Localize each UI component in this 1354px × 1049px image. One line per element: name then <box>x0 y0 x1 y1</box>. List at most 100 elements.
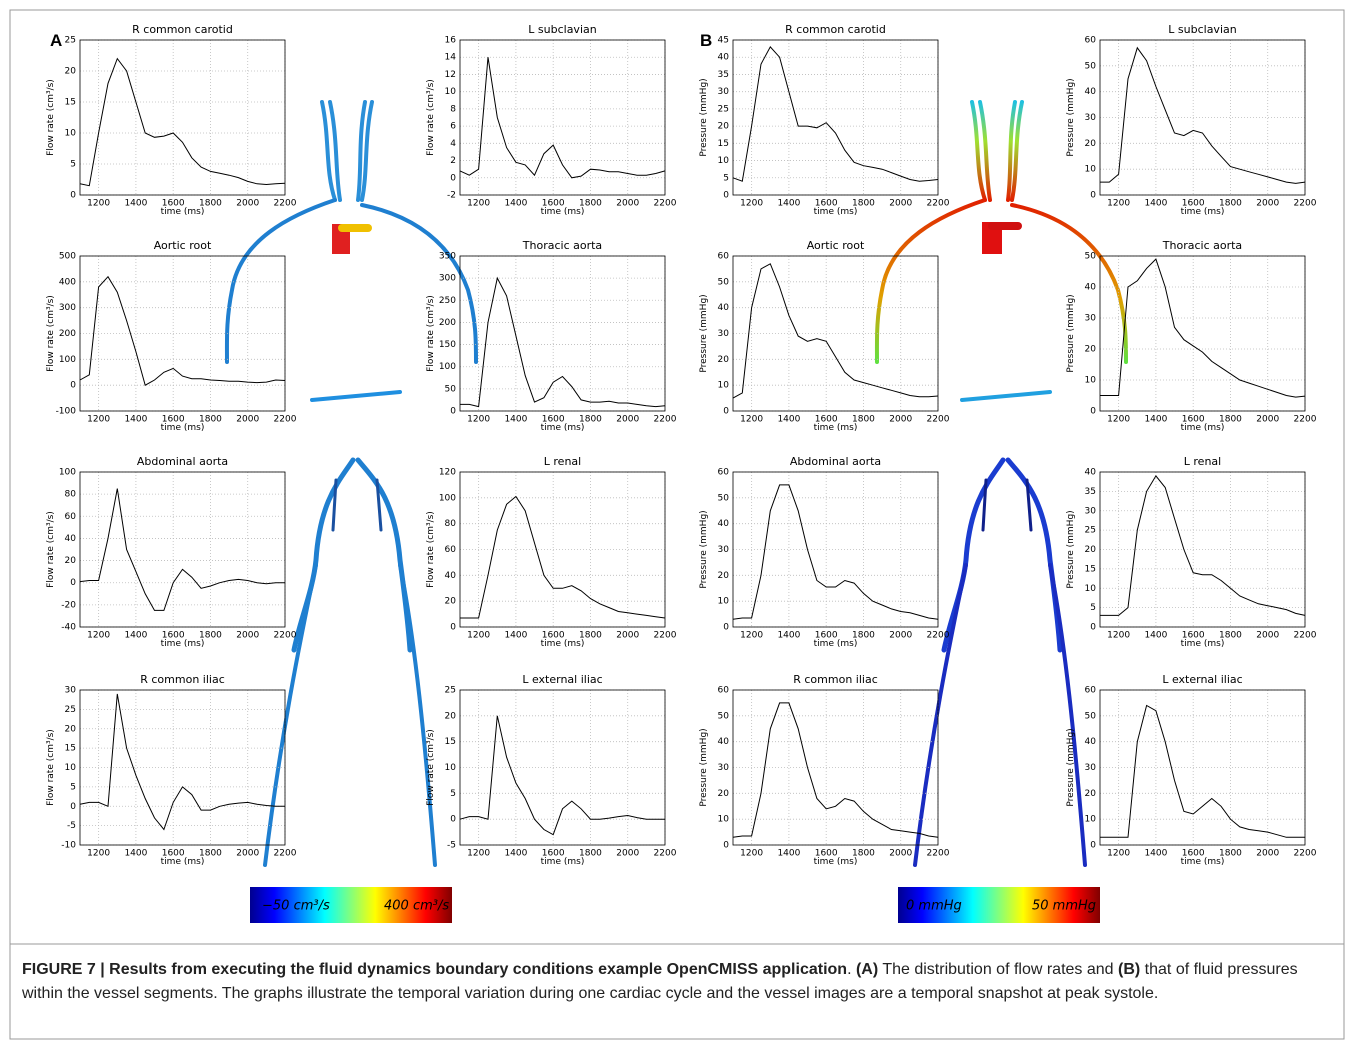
y-tick-label: 0 <box>70 578 76 588</box>
y-tick-label: 30 <box>718 763 730 773</box>
y-axis-label: Flow rate (cm³/s) <box>46 511 56 588</box>
x-tick-label: 2200 <box>274 849 297 859</box>
x-tick-label: 1800 <box>1219 631 1242 641</box>
x-axis-label: time (ms) <box>1181 857 1225 867</box>
x-tick-label: 2200 <box>654 631 677 641</box>
y-tick-label: 100 <box>59 355 76 365</box>
y-tick-label: 20 <box>718 122 730 132</box>
y-tick-label: 20 <box>1085 545 1097 555</box>
x-tick-label: 1200 <box>87 199 110 209</box>
chart: -40 -20 0 20 40 60 80 100 1200 1400 1600 1800 2000 22… <box>46 455 297 649</box>
y-tick-label: 0 <box>1090 191 1096 201</box>
caption-text: that of fluid pressures within the vesse… <box>22 961 1298 1002</box>
data-line <box>79 57 286 187</box>
x-tick-label: 2200 <box>274 415 297 425</box>
x-tick-label: 1800 <box>199 849 222 859</box>
y-tick-label: 10 <box>445 87 457 97</box>
y-tick-label: 250 <box>439 296 456 306</box>
y-tick-label: 25 <box>445 686 456 696</box>
x-tick-label: 2000 <box>236 415 259 425</box>
y-tick-label: -40 <box>61 623 76 633</box>
caption: FIGURE 7 | Results from executing the fl… <box>22 958 1332 1006</box>
y-tick-label: -5 <box>447 841 456 851</box>
y-axis-label: Flow rate (cm³/s) <box>46 295 56 372</box>
y-tick-label: 10 <box>1085 815 1097 825</box>
x-tick-label: 1800 <box>852 849 875 859</box>
y-axis-label: Pressure (mmHg) <box>699 728 709 806</box>
y-tick-label: 5 <box>1090 603 1096 613</box>
data-line <box>460 495 666 619</box>
y-tick-label: 60 <box>445 545 457 555</box>
x-tick-label: 1200 <box>87 849 110 859</box>
y-tick-label: 0 <box>450 815 456 825</box>
x-tick-label: 1400 <box>124 415 147 425</box>
y-tick-label: 20 <box>445 597 457 607</box>
y-tick-label: -10 <box>61 841 76 851</box>
chart-title: R common iliac <box>793 673 878 686</box>
y-tick-label: 5 <box>70 782 76 792</box>
y-tick-label: 50 <box>1085 252 1097 262</box>
x-tick-label: 1800 <box>1219 849 1242 859</box>
x-axis-label: time (ms) <box>1181 639 1225 649</box>
chart-title: R common carotid <box>785 23 886 36</box>
y-tick-label: 30 <box>718 545 730 555</box>
panel-label: B <box>700 31 712 50</box>
x-axis-label: time (ms) <box>814 639 858 649</box>
y-tick-label: 20 <box>1085 789 1097 799</box>
chart-title: L renal <box>544 455 581 468</box>
y-tick-label: 25 <box>1085 526 1096 536</box>
chart: 0 10 20 30 40 50 60 1200 1400 1600 1800 2000 2200 Abd… <box>699 455 950 649</box>
x-tick-label: 1200 <box>87 631 110 641</box>
x-axis-label: time (ms) <box>161 207 205 217</box>
y-tick-label: 15 <box>718 139 729 149</box>
y-tick-label: 0 <box>70 191 76 201</box>
x-tick-label: 1600 <box>542 631 565 641</box>
x-tick-label: 1800 <box>852 199 875 209</box>
y-tick-label: 400 <box>59 277 76 287</box>
x-tick-label: 1200 <box>740 849 763 859</box>
x-axis-label: time (ms) <box>541 423 585 433</box>
chart: 0 10 20 30 40 50 60 1200 1400 1600 1800 2000 2200 Aor… <box>699 239 950 433</box>
y-tick-label: 50 <box>1085 61 1097 71</box>
x-tick-label: 2000 <box>889 199 912 209</box>
x-tick-label: 2200 <box>927 631 950 641</box>
y-tick-label: 300 <box>59 303 76 313</box>
y-tick-label: 30 <box>1085 506 1097 516</box>
data-line <box>459 57 666 179</box>
y-tick-label: 30 <box>1085 763 1097 773</box>
chart-title: Abdominal aorta <box>137 455 228 468</box>
plot-frame <box>1099 39 1306 196</box>
x-tick-label: 1400 <box>1144 199 1167 209</box>
x-tick-label: 1400 <box>777 849 800 859</box>
y-tick-label: 80 <box>65 490 77 500</box>
y-tick-label: 40 <box>445 571 457 581</box>
colorbar-max-label: 50 mmHg <box>1032 899 1096 914</box>
x-tick-label: 2200 <box>927 849 950 859</box>
y-tick-label: 30 <box>718 329 730 339</box>
plot-frame <box>732 39 939 196</box>
y-tick-label: 0 <box>723 191 729 201</box>
caption-panel-ref: (B) <box>1118 961 1141 978</box>
vessel-tree-b <box>874 100 1128 867</box>
y-tick-label: 80 <box>445 519 457 529</box>
y-axis-label: Pressure (mmHg) <box>699 294 709 372</box>
x-tick-label: 1600 <box>1182 415 1205 425</box>
y-tick-label: 25 <box>65 705 76 715</box>
x-tick-label: 2000 <box>616 631 639 641</box>
y-tick-label: 20 <box>65 67 77 77</box>
chart-title: Abdominal aorta <box>790 455 881 468</box>
x-tick-label: 2000 <box>236 199 259 209</box>
vessel-tree-a <box>224 100 478 867</box>
x-tick-label: 1600 <box>542 199 565 209</box>
x-tick-label: 1400 <box>1144 849 1167 859</box>
y-tick-label: 0 <box>70 381 76 391</box>
plot-frame <box>1099 471 1306 628</box>
y-tick-label: 40 <box>718 303 730 313</box>
panel-label: A <box>50 31 62 50</box>
y-tick-label: 5 <box>70 160 76 170</box>
y-tick-label: 10 <box>718 815 730 825</box>
y-tick-label: 60 <box>1085 686 1097 696</box>
y-tick-label: 15 <box>1085 564 1096 574</box>
x-axis-label: time (ms) <box>161 423 205 433</box>
x-tick-label: 1400 <box>504 415 527 425</box>
